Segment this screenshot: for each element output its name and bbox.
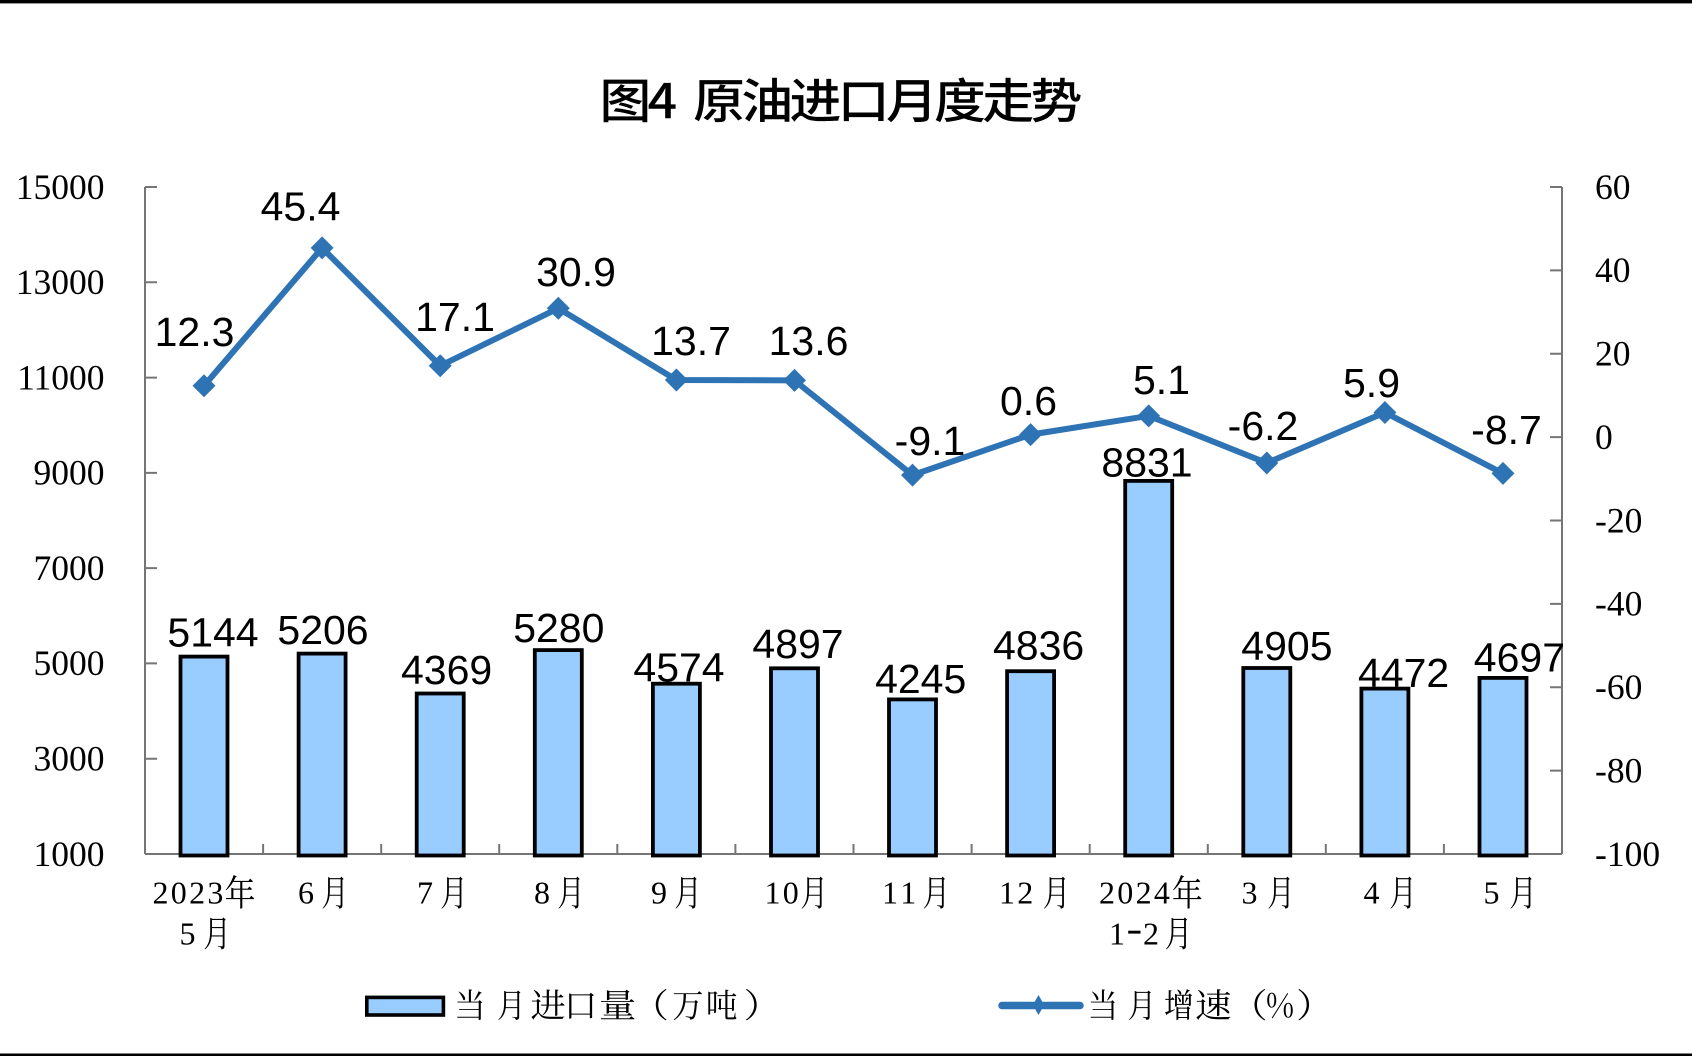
svg-text:-40: -40 <box>1595 584 1642 624</box>
svg-text:4472: 4472 <box>1358 650 1449 696</box>
svg-text:4905: 4905 <box>1241 623 1332 669</box>
svg-text:3: 3 <box>207 875 223 911</box>
svg-text:1000: 1000 <box>34 834 105 874</box>
svg-text:4: 4 <box>1364 875 1380 911</box>
svg-text:6: 6 <box>298 875 314 911</box>
svg-text:0: 0 <box>171 875 187 911</box>
svg-text:12.3: 12.3 <box>155 309 235 355</box>
svg-text:1: 1 <box>765 875 781 911</box>
svg-text:45.4: 45.4 <box>261 184 341 230</box>
svg-text:1: 1 <box>882 875 898 911</box>
svg-text:4245: 4245 <box>875 656 966 702</box>
svg-text:0: 0 <box>1595 417 1613 457</box>
svg-text:20: 20 <box>1595 334 1631 374</box>
svg-text:0: 0 <box>1117 875 1133 911</box>
svg-text:0: 0 <box>783 875 799 911</box>
svg-text:2: 2 <box>1017 875 1033 911</box>
svg-text:15000: 15000 <box>16 167 105 207</box>
svg-text:4897: 4897 <box>752 621 843 667</box>
svg-text:4369: 4369 <box>401 647 492 693</box>
svg-text:2: 2 <box>1143 915 1159 951</box>
svg-text:4836: 4836 <box>993 623 1084 669</box>
svg-text:-9.1: -9.1 <box>895 418 966 464</box>
svg-text:3000: 3000 <box>34 739 105 779</box>
svg-text:40: 40 <box>1595 250 1631 290</box>
svg-text:13.7: 13.7 <box>651 318 731 364</box>
svg-text:5000: 5000 <box>34 643 105 683</box>
svg-text:5: 5 <box>1484 875 1500 911</box>
svg-text:8: 8 <box>534 875 550 911</box>
svg-text:5206: 5206 <box>277 607 368 653</box>
svg-text:-20: -20 <box>1595 500 1642 540</box>
svg-text:9: 9 <box>651 875 667 911</box>
svg-text:60: 60 <box>1595 167 1631 207</box>
svg-text:5.9: 5.9 <box>1343 360 1400 406</box>
svg-text:13.6: 13.6 <box>769 318 849 364</box>
svg-text:8831: 8831 <box>1101 440 1192 486</box>
svg-text:0.6: 0.6 <box>1000 378 1057 424</box>
svg-text:-100: -100 <box>1595 834 1660 874</box>
svg-text:1: 1 <box>1109 915 1125 951</box>
svg-text:30.9: 30.9 <box>536 249 616 295</box>
svg-text:2: 2 <box>153 875 169 911</box>
svg-text:4697: 4697 <box>1474 635 1565 681</box>
svg-text:9000: 9000 <box>34 453 105 493</box>
svg-text:4574: 4574 <box>633 645 724 691</box>
svg-text:1: 1 <box>999 875 1015 911</box>
svg-text:5144: 5144 <box>167 610 258 656</box>
svg-text:5.1: 5.1 <box>1133 357 1190 403</box>
svg-text:-6.2: -6.2 <box>1228 403 1299 449</box>
svg-text:2: 2 <box>189 875 205 911</box>
svg-text:11000: 11000 <box>17 357 104 397</box>
svg-text:7000: 7000 <box>34 548 105 588</box>
svg-text:4: 4 <box>1154 875 1170 911</box>
svg-text:17.1: 17.1 <box>415 294 495 340</box>
svg-text:7: 7 <box>417 875 433 911</box>
svg-text:3: 3 <box>1242 875 1258 911</box>
svg-text:2: 2 <box>1136 875 1152 911</box>
svg-text:2: 2 <box>1099 875 1115 911</box>
svg-text:1: 1 <box>900 875 916 911</box>
svg-text:13000: 13000 <box>16 262 105 302</box>
svg-text:-60: -60 <box>1595 667 1642 707</box>
svg-text:-80: -80 <box>1595 750 1642 790</box>
svg-text:5280: 5280 <box>513 605 604 651</box>
svg-text:5: 5 <box>180 915 196 951</box>
svg-text:-8.7: -8.7 <box>1471 407 1542 453</box>
